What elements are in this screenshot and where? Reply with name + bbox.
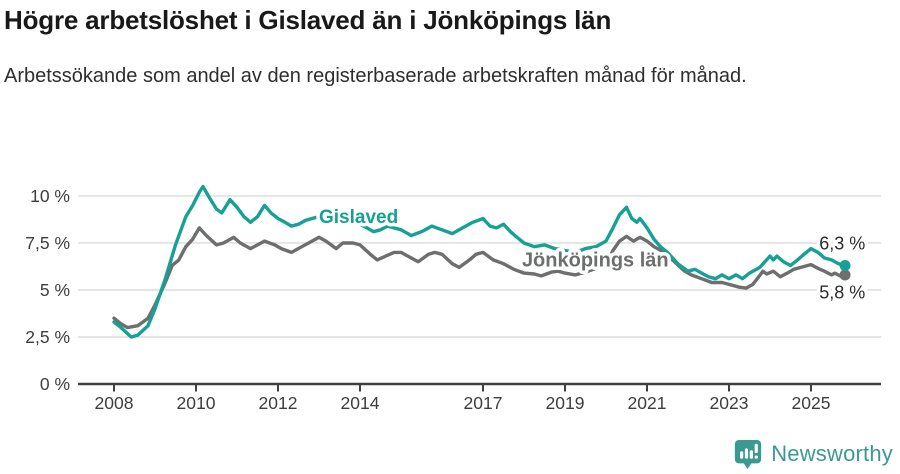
series-line-gislaved — [112, 184, 847, 339]
y-axis-tick-label: 0 % — [40, 374, 70, 394]
page-subtitle: Arbetssökande som andel av den registerb… — [4, 65, 747, 87]
x-axis-tick-label: 2017 — [464, 393, 503, 413]
series-end-dot-j-nk-pings-l-n — [839, 269, 851, 281]
x-axis-tick-label: 2008 — [95, 393, 134, 413]
y-axis-tick-label: 7,5 % — [25, 233, 70, 253]
x-axis-tick-label: 2014 — [341, 393, 380, 413]
value-label-5-8-: 5,8 % — [819, 282, 865, 302]
x-axis-tick-label: 2012 — [259, 393, 298, 413]
x-axis-tick-label: 2021 — [628, 393, 667, 413]
page-title: Högre arbetslöshet i Gislaved än i Jönkö… — [4, 5, 612, 35]
brand-footer: Newsworthy — [733, 438, 893, 470]
series-label-j-nk-pings-l-n: Jönköpings län — [522, 249, 669, 271]
y-axis-tick-label: 10 % — [30, 186, 70, 206]
series-line-j-nk-pings-l-n — [112, 226, 847, 330]
logo-exclamation-dot — [754, 454, 759, 459]
y-axis-tick-label: 2,5 % — [25, 327, 70, 347]
y-axis-tick-label: 5 % — [40, 280, 70, 300]
x-axis-tick-label: 2025 — [792, 393, 831, 413]
newsworthy-logo-icon — [735, 439, 762, 469]
logo-bar-large — [749, 449, 754, 459]
x-axis-tick-label: 2023 — [710, 393, 749, 413]
series-label-gislaved: Gislaved — [319, 207, 398, 228]
brand-name: Newsworthy — [771, 441, 893, 466]
logo-bar-small — [740, 450, 744, 459]
series-end-dot-gislaved — [839, 260, 851, 272]
x-axis-tick-label: 2019 — [546, 393, 585, 413]
logo-bar-medium — [745, 447, 749, 459]
x-axis-tick-label: 2010 — [177, 393, 216, 413]
logo-exclamation-line — [754, 443, 759, 453]
value-label-6-3-: 6,3 % — [819, 234, 865, 254]
